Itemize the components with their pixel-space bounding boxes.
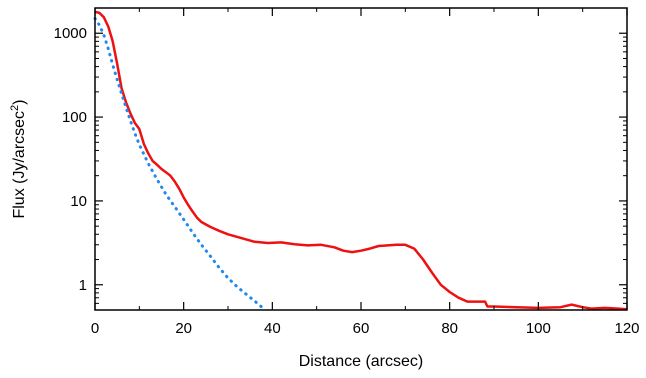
series-line-solid bbox=[94, 10, 628, 311]
y-axis: 1 10 100 1000 bbox=[54, 25, 627, 304]
y-tick-label: 1000 bbox=[54, 25, 87, 42]
x-tick-label: 80 bbox=[441, 320, 458, 337]
x-tick-label: 0 bbox=[91, 320, 99, 337]
y-tick-label: 100 bbox=[62, 109, 87, 126]
y-axis-label: Flux (Jy/arcsec2) bbox=[9, 99, 28, 218]
x-tick-label: 120 bbox=[614, 320, 639, 337]
series-layer bbox=[93, 10, 628, 311]
plot-frame bbox=[94, 7, 628, 311]
y-tick-label: 1 bbox=[79, 277, 87, 294]
y-axis-label-text: Flux (Jy/arcsec bbox=[11, 111, 28, 219]
series-line-dotted bbox=[93, 17, 265, 311]
x-tick-label: 20 bbox=[175, 320, 192, 337]
x-tick-label: 60 bbox=[353, 320, 370, 337]
x-tick-label: 40 bbox=[264, 320, 281, 337]
y-axis-label-superscript: 2 bbox=[9, 105, 21, 111]
x-tick-label: 100 bbox=[526, 320, 551, 337]
x-axis: 0 20 40 60 80 100 120 bbox=[91, 8, 640, 337]
y-axis-label-suffix: ) bbox=[11, 99, 28, 104]
x-axis-label: Distance (arcsec) bbox=[299, 353, 423, 370]
y-tick-label: 10 bbox=[70, 193, 87, 210]
